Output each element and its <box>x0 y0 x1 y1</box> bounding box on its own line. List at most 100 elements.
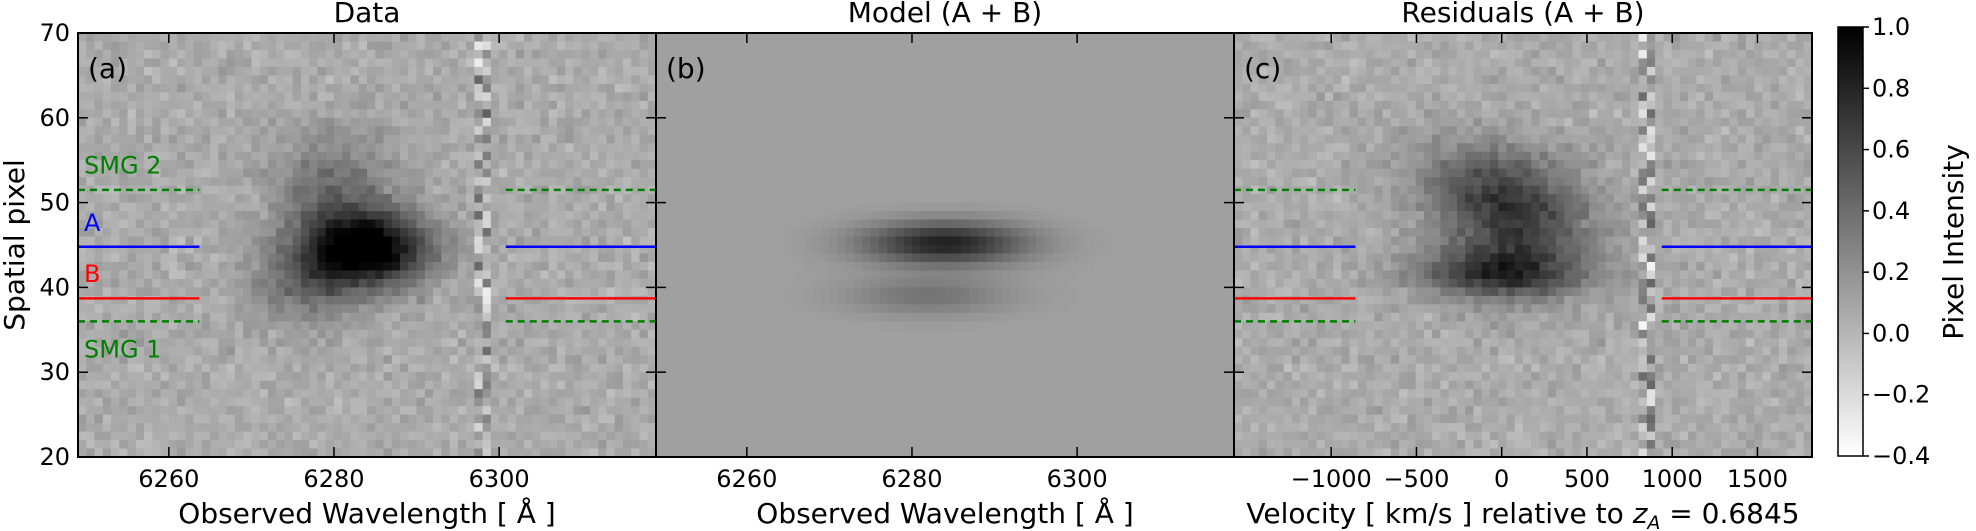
image-pixel <box>342 236 352 246</box>
image-pixel <box>887 160 897 170</box>
image-pixel <box>111 321 120 331</box>
image-pixel <box>903 126 913 136</box>
image-pixel <box>1209 83 1219 93</box>
image-pixel <box>342 100 352 110</box>
image-pixel <box>812 66 822 76</box>
image-pixel <box>1126 151 1136 161</box>
image-pixel <box>920 109 930 119</box>
image-pixel <box>581 253 591 263</box>
image-pixel <box>342 49 352 60</box>
image-pixel <box>796 58 806 68</box>
image-pixel <box>1176 33 1186 43</box>
image-pixel <box>920 202 930 212</box>
image-pixel <box>1052 194 1062 204</box>
image-pixel <box>391 261 401 272</box>
image-pixel <box>375 312 385 322</box>
image-pixel <box>763 160 773 170</box>
image-pixel <box>1044 143 1053 153</box>
image-pixel <box>771 168 781 178</box>
image-pixel <box>631 109 641 119</box>
image-pixel <box>755 83 764 93</box>
image-pixel <box>391 236 401 246</box>
image-pixel <box>309 134 319 144</box>
image-pixel <box>375 278 385 288</box>
image-pixel <box>697 126 707 136</box>
image-pixel <box>86 338 96 348</box>
image-pixel <box>168 287 178 297</box>
image-pixel <box>540 228 550 238</box>
image-pixel <box>821 83 830 93</box>
image-pixel <box>705 92 715 102</box>
image-pixel <box>325 202 335 212</box>
image-pixel <box>367 177 376 187</box>
image-pixel <box>400 49 409 60</box>
image-pixel <box>647 448 657 458</box>
image-pixel <box>507 228 517 238</box>
image-pixel <box>127 66 137 76</box>
image-pixel <box>135 389 145 399</box>
image-pixel <box>201 151 211 161</box>
image-pixel <box>449 177 459 187</box>
image-pixel <box>854 185 864 195</box>
image-pixel <box>400 431 409 441</box>
image-pixel <box>573 389 583 399</box>
image-pixel <box>358 440 368 450</box>
image-pixel <box>309 245 319 255</box>
image-pixel <box>878 66 888 76</box>
image-pixel <box>267 194 277 204</box>
image-pixel <box>144 211 153 221</box>
image-pixel <box>86 168 96 178</box>
image-pixel <box>928 177 938 187</box>
image-pixel <box>300 211 310 221</box>
image-pixel <box>515 287 525 297</box>
image-pixel <box>251 41 261 51</box>
image-pixel <box>333 278 343 288</box>
image-pixel <box>887 168 897 178</box>
image-pixel <box>722 49 731 60</box>
image-pixel <box>622 211 632 221</box>
image-pixel <box>895 100 905 110</box>
image-pixel <box>523 49 533 60</box>
image-pixel <box>523 261 533 272</box>
image-pixel <box>300 41 310 51</box>
image-pixel <box>639 304 649 314</box>
image-pixel <box>697 100 707 110</box>
image-pixel <box>606 92 616 102</box>
image-pixel <box>408 194 418 204</box>
image-pixel <box>259 431 269 441</box>
image-pixel <box>540 321 550 331</box>
image-pixel <box>433 49 442 60</box>
image-pixel <box>367 117 376 127</box>
image-pixel <box>367 261 376 272</box>
image-pixel <box>1085 92 1095 102</box>
image-pixel <box>556 261 566 272</box>
image-pixel <box>606 194 616 204</box>
image-pixel <box>251 228 261 238</box>
image-pixel <box>1151 92 1161 102</box>
image-pixel <box>639 380 649 390</box>
image-pixel <box>565 83 575 93</box>
image-pixel <box>482 363 492 373</box>
image-pixel <box>251 270 261 280</box>
image-pixel <box>755 194 764 204</box>
image-pixel <box>152 304 162 314</box>
image-pixel <box>400 75 409 85</box>
image-pixel <box>614 380 624 390</box>
image-pixel <box>342 177 352 187</box>
image-pixel <box>936 151 946 161</box>
image-pixel <box>292 363 302 373</box>
image-pixel <box>680 117 690 127</box>
image-pixel <box>86 397 96 407</box>
image-pixel <box>267 423 277 433</box>
image-pixel <box>523 194 533 204</box>
image-pixel <box>1068 194 1078 204</box>
image-pixel <box>548 329 558 339</box>
image-pixel <box>408 448 418 458</box>
image-pixel <box>391 117 401 127</box>
image-pixel <box>771 126 781 136</box>
image-pixel <box>1002 168 1012 178</box>
image-pixel <box>614 372 624 382</box>
image-pixel <box>1068 83 1078 93</box>
image-pixel <box>383 363 393 373</box>
image-pixel <box>482 397 492 407</box>
